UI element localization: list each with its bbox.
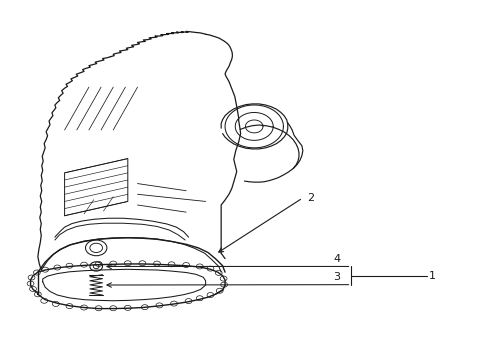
- Text: 4: 4: [333, 253, 340, 264]
- Text: 2: 2: [306, 193, 313, 203]
- Text: 1: 1: [428, 271, 435, 280]
- Text: 3: 3: [333, 272, 340, 282]
